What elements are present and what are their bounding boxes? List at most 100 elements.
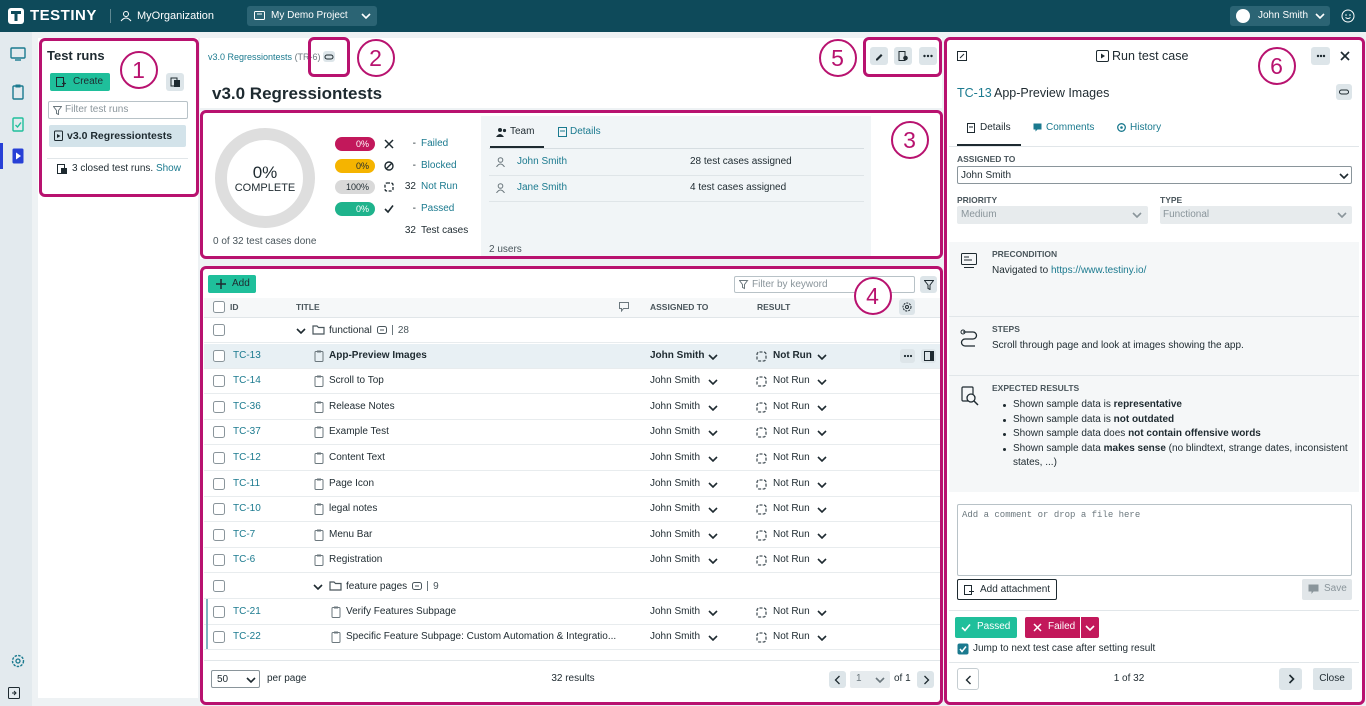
run-more-button[interactable] [919, 47, 937, 65]
close-detail-button[interactable] [1340, 51, 1350, 61]
case-assignee[interactable]: John Smith [650, 400, 701, 412]
row-more-button[interactable] [900, 348, 915, 363]
page-select[interactable]: 1 [850, 671, 890, 688]
case-id[interactable]: TC-7 [233, 528, 256, 540]
team-divider [489, 148, 864, 149]
attachment-button[interactable]: Add attachment [957, 579, 1057, 600]
case-assignee[interactable]: John Smith [650, 554, 701, 566]
case-id[interactable]: TC-11 [233, 477, 261, 489]
expected-text: Shown sample data does [1013, 428, 1129, 439]
case-id[interactable]: TC-6 [233, 554, 256, 566]
button-label: Passed [977, 621, 1011, 632]
status-label[interactable]: Not Run [421, 181, 458, 192]
tab[interactable]: Details [980, 122, 1011, 133]
filter-toggle[interactable] [920, 276, 937, 293]
case-result[interactable]: Not Run [773, 503, 810, 515]
case-assignee[interactable]: John Smith [650, 528, 701, 540]
case-result[interactable]: Not Run [773, 375, 810, 387]
failed-dropdown[interactable] [1081, 617, 1099, 638]
case-assignee[interactable]: John Smith [650, 375, 701, 387]
show-link[interactable]: Show [155, 163, 181, 174]
case-title[interactable]: Menu Bar [329, 528, 373, 540]
case-result[interactable]: Not Run [773, 605, 810, 617]
case-title[interactable]: Page Icon [329, 477, 375, 489]
case-result[interactable]: Not Run [773, 349, 812, 361]
case-title[interactable]: Specific Feature Subpage: Custom Automat… [346, 631, 617, 643]
tab[interactable]: History [1130, 122, 1162, 133]
case-id[interactable]: TC-13 [233, 349, 261, 361]
icon-part [817, 482, 827, 488]
filter-runs-input[interactable]: Filter test runs [48, 101, 188, 119]
status-label[interactable]: Blocked [421, 159, 457, 171]
save-button[interactable]: Save [1302, 579, 1352, 600]
failed-button[interactable]: Failed [1025, 617, 1080, 638]
case-result[interactable]: Not Run [773, 631, 810, 643]
keyword-filter[interactable]: Filter by keyword [734, 276, 915, 293]
case-assignee[interactable]: John Smith [650, 426, 701, 438]
user-menu[interactable]: John Smith [1230, 6, 1330, 26]
case-id[interactable]: TC-21 [233, 605, 261, 617]
prev-page[interactable] [829, 671, 846, 688]
row-open-button[interactable] [921, 348, 936, 363]
edit-run-button[interactable] [870, 47, 888, 65]
button-label: Add [232, 278, 250, 289]
case-title[interactable]: Registration [329, 554, 383, 566]
passed-button[interactable]: Passed [955, 617, 1017, 638]
member-name[interactable]: Jane Smith [517, 182, 568, 193]
precondition-link[interactable]: https://www.testiny.io/ [1050, 265, 1147, 276]
case-result[interactable]: Not Run [773, 426, 810, 438]
project-select[interactable]: My Demo Project [247, 6, 377, 26]
checkbox-label[interactable]: Jump to next test case after setting res… [973, 643, 1156, 654]
comment-input[interactable]: Add a comment or drop a file here [957, 504, 1352, 576]
case-assignee[interactable]: John Smith [650, 605, 701, 617]
assignee-select[interactable]: John Smith [957, 166, 1352, 184]
case-id[interactable]: TC-14 [233, 375, 261, 387]
tab[interactable]: Team [510, 126, 535, 137]
case-title[interactable]: Scroll to Top [329, 375, 384, 387]
case-id[interactable]: TC-36 [233, 400, 261, 412]
case-id[interactable]: TC-10 [233, 503, 261, 515]
case-assignee[interactable]: John Smith [650, 477, 701, 489]
case-id[interactable]: TC-12 [233, 452, 261, 463]
clone-run-button[interactable] [166, 73, 184, 91]
case-id[interactable]: TC-22 [233, 631, 261, 643]
organization-name[interactable]: MyOrganization [137, 10, 215, 22]
case-result[interactable]: Not Run [773, 528, 810, 540]
prev-case[interactable] [957, 668, 979, 690]
next-case[interactable] [1279, 668, 1302, 690]
tab[interactable]: Details [570, 126, 601, 137]
detail-more-button[interactable] [1311, 47, 1330, 65]
priority-select[interactable]: Medium [957, 206, 1148, 224]
case-result[interactable]: Not Run [773, 554, 810, 566]
case-assignee[interactable]: John Smith [650, 349, 705, 361]
case-title[interactable]: Verify Features Subpage [346, 605, 457, 617]
copy-link-button[interactable] [323, 51, 335, 62]
case-result[interactable]: Not Run [773, 452, 810, 463]
page-size-select[interactable]: 50 [211, 670, 260, 688]
case-title[interactable]: App-Preview Images [329, 349, 427, 361]
run-item[interactable]: v3.0 Regressiontests [49, 125, 186, 147]
member-name[interactable]: John Smith [517, 156, 568, 167]
case-link-button[interactable] [1336, 84, 1352, 100]
tab[interactable]: Comments [1046, 122, 1095, 133]
create-button[interactable]: Create [50, 73, 110, 91]
case-title[interactable]: Example Test [329, 426, 389, 438]
next-page[interactable] [917, 671, 934, 688]
close-button[interactable]: Close [1313, 668, 1352, 690]
type-select[interactable]: Functional [1160, 206, 1352, 224]
case-result[interactable]: Not Run [773, 477, 810, 489]
case-id[interactable]: TC-37 [233, 426, 261, 438]
status-label[interactable]: Passed [421, 202, 455, 214]
column-settings[interactable] [899, 299, 915, 315]
case-result[interactable]: Not Run [773, 400, 810, 412]
case-title[interactable]: Release Notes [329, 400, 395, 412]
close-run-button[interactable] [894, 47, 912, 65]
case-title[interactable]: Content Text [329, 452, 385, 463]
case-assignee[interactable]: John Smith [650, 631, 701, 643]
add-button[interactable]: Add [208, 275, 256, 293]
checkbox [213, 324, 225, 336]
case-title[interactable]: legal notes [329, 503, 378, 515]
case-assignee[interactable]: John Smith [650, 452, 701, 463]
case-assignee[interactable]: John Smith [650, 503, 701, 515]
status-label[interactable]: Failed [421, 138, 449, 149]
